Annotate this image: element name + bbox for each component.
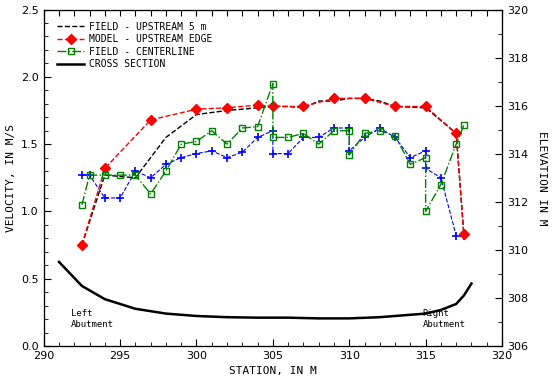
Y-axis label: VELOCITY, IN M/S: VELOCITY, IN M/S: [6, 124, 15, 232]
Text: Right
Abutment: Right Abutment: [422, 309, 466, 329]
Legend: FIELD - UPSTREAM 5 m, MODEL - UPSTREAM EDGE, FIELD - CENTERLINE, CROSS SECTION: FIELD - UPSTREAM 5 m, MODEL - UPSTREAM E…: [53, 18, 216, 73]
X-axis label: STATION, IN M: STATION, IN M: [229, 366, 317, 376]
Text: Left
Abutment: Left Abutment: [71, 309, 114, 329]
Y-axis label: ELEVATION IN M: ELEVATION IN M: [538, 131, 547, 225]
